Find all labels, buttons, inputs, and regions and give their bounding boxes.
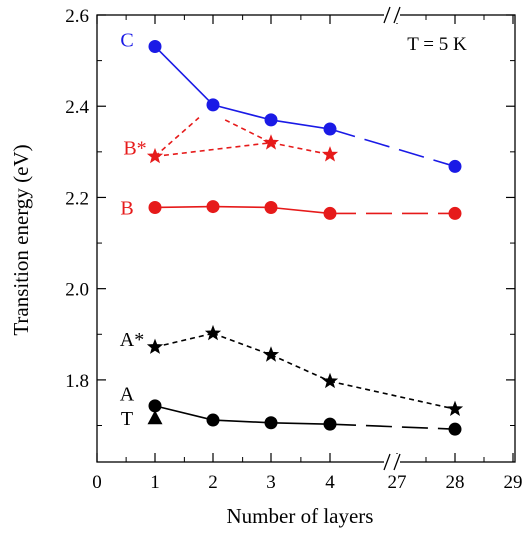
data-point-a-star bbox=[146, 338, 164, 354]
series-line-a-star bbox=[329, 380, 456, 410]
axis-break-mark bbox=[383, 453, 391, 471]
data-point-c bbox=[148, 39, 162, 53]
series-line-a bbox=[329, 423, 456, 430]
series-line-c bbox=[329, 128, 456, 168]
series-label-c: C bbox=[120, 30, 133, 52]
y-axis-title: Transition energy (eV) bbox=[9, 144, 33, 335]
x-tick-label: 28 bbox=[446, 472, 465, 493]
x-tick-label: 29 bbox=[504, 472, 523, 493]
axis-break-mark bbox=[393, 6, 401, 24]
data-point-c bbox=[323, 122, 337, 136]
data-point-a bbox=[448, 422, 462, 436]
series-line-b-star bbox=[270, 141, 331, 156]
data-point-c bbox=[264, 113, 278, 127]
axis-break-mark bbox=[393, 453, 401, 471]
data-point-a-star bbox=[446, 400, 464, 416]
data-point-b bbox=[206, 200, 220, 214]
series-line-b-star bbox=[154, 117, 200, 157]
series-line-c bbox=[212, 104, 272, 121]
data-point-a-star bbox=[262, 346, 280, 362]
x-tick-label: 2 bbox=[208, 472, 218, 493]
data-point-a bbox=[264, 416, 278, 430]
series-line-b-star bbox=[224, 119, 272, 144]
series-label-a: A bbox=[120, 384, 135, 406]
series-line-a-star bbox=[270, 354, 331, 382]
temperature-annotation: T = 5 K bbox=[407, 34, 467, 55]
axis-break-mark bbox=[383, 6, 391, 24]
data-point-b bbox=[323, 206, 337, 220]
y-tick-label: 2.4 bbox=[65, 97, 89, 118]
data-point-b bbox=[264, 200, 278, 214]
x-tick-label: 0 bbox=[92, 472, 102, 493]
x-axis-title: Number of layers bbox=[227, 504, 374, 528]
series-line-b-star bbox=[154, 141, 272, 158]
data-point-a bbox=[148, 399, 162, 413]
data-point-a bbox=[206, 413, 220, 427]
series-line-c bbox=[154, 45, 214, 106]
data-point-a-star bbox=[204, 324, 222, 341]
data-point-b-star bbox=[262, 134, 280, 150]
series-line-a bbox=[154, 405, 214, 421]
series-label-a-star: A* bbox=[120, 329, 144, 351]
series-line-a bbox=[270, 421, 331, 425]
series-line-a-star bbox=[212, 332, 272, 356]
y-tick-label: 2.0 bbox=[65, 280, 89, 301]
x-tick-label: 1 bbox=[150, 472, 160, 493]
series-label-b: B bbox=[120, 197, 133, 219]
series-line-a bbox=[212, 419, 272, 424]
data-point-b bbox=[148, 200, 162, 214]
data-point-t bbox=[147, 410, 163, 425]
series-line-b bbox=[154, 205, 214, 209]
y-tick-label: 1.8 bbox=[65, 371, 89, 392]
y-tick-label: 2.2 bbox=[65, 188, 89, 209]
series-line-a-star bbox=[154, 332, 214, 348]
data-point-c bbox=[206, 98, 220, 112]
series-line-b bbox=[270, 206, 331, 215]
data-point-a bbox=[323, 417, 337, 431]
series-label-t: T bbox=[121, 408, 133, 430]
plot-frame bbox=[96, 14, 516, 463]
series-line-c bbox=[270, 119, 331, 130]
x-tick-label: 4 bbox=[325, 472, 335, 493]
x-tick-label: 27 bbox=[388, 472, 407, 493]
y-tick-label: 2.6 bbox=[65, 6, 89, 27]
data-point-a-star bbox=[321, 372, 339, 389]
x-tick-label: 3 bbox=[266, 472, 276, 493]
data-point-b-star bbox=[321, 146, 339, 162]
data-point-b bbox=[448, 206, 462, 220]
series-line-b bbox=[212, 205, 272, 209]
series-label-b-star: B* bbox=[123, 137, 146, 159]
data-point-c bbox=[448, 159, 462, 173]
